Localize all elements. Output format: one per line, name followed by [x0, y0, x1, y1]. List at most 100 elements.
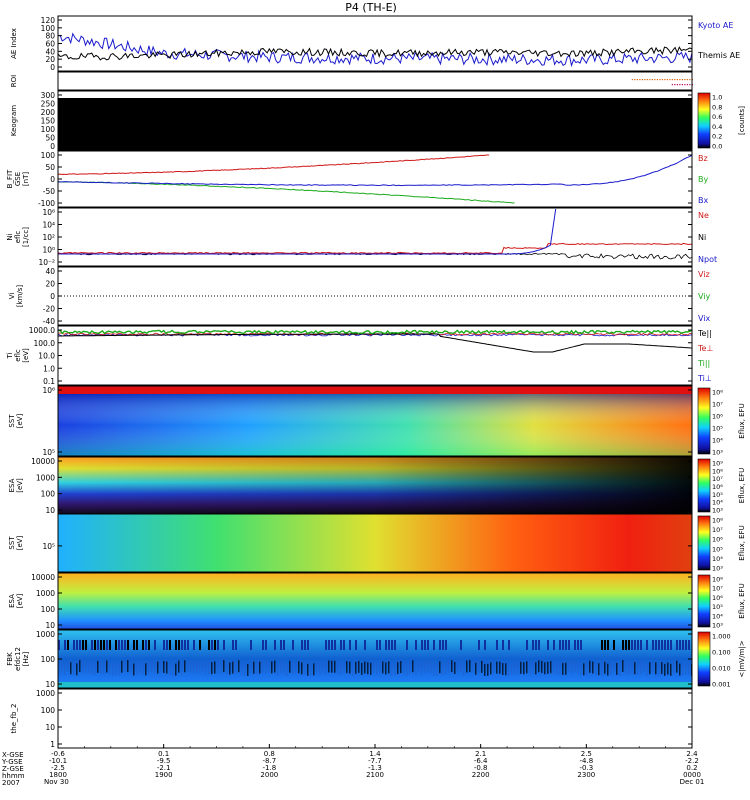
- y-tick-label: 10⁴: [42, 221, 55, 230]
- legend-entry: Vix: [698, 314, 711, 323]
- y-tick-label: 10⁵: [42, 542, 55, 551]
- x-tick-value: -0.3: [579, 764, 593, 772]
- b-by-line: [57, 181, 515, 204]
- panel-density: 10⁶ 10⁴ 10² 10⁰ 10⁻² Ni eflc [1/cc]: [6, 207, 693, 267]
- colorbar-tick: 10⁷: [712, 526, 723, 534]
- x-tick-value: 2000: [260, 771, 278, 779]
- colorbar-tick: 10⁵: [712, 545, 723, 553]
- colorbar-tick: 10³: [712, 507, 723, 515]
- colorbar-fbk: 1.000 0.100 0.010 0.001 <|mV/m|>: [697, 631, 746, 689]
- y-tick-label: 200: [41, 108, 56, 117]
- y-tick-label: 10⁰: [42, 246, 55, 255]
- b-bz-line: [57, 154, 490, 176]
- y-tick-label: -50: [43, 187, 55, 196]
- colorbar-tick: 10⁸: [712, 517, 723, 525]
- colorbar-tick: 0.6: [712, 113, 722, 121]
- y-tick-label: 100: [41, 125, 56, 134]
- x-tick-value: 1800: [49, 771, 67, 779]
- y-tick-label: 1: [50, 740, 55, 749]
- ne-line: [57, 242, 693, 255]
- x-tick-value: 2100: [366, 771, 384, 779]
- roi-marks: [631, 79, 693, 86]
- x-tick-value: 0.2: [686, 764, 697, 772]
- colorbar-sst_e: 10⁸ 10⁷ 10⁶ 10⁵ 10⁴ 10³ Eflux, EFU: [697, 387, 746, 457]
- x-row-label: hhmm: [2, 772, 25, 780]
- x-tick-value: 2.5: [581, 750, 592, 758]
- x-tick-value: -2.5: [51, 764, 65, 772]
- colorbar-tick: 10⁵: [712, 425, 723, 433]
- y-tick-label: 100: [41, 490, 56, 499]
- colorbar-label: Eflux, EFU: [738, 583, 746, 618]
- colorbar-tick: 10³: [712, 622, 723, 630]
- x-tick-value: -6.4: [474, 757, 488, 765]
- y-tick-label: 40: [45, 47, 55, 56]
- legend-entry: Te||: [697, 329, 712, 338]
- colorbar-tick: 10⁷: [712, 401, 723, 409]
- legend-entry: Kyoto AE: [698, 21, 733, 30]
- panel-temp: 1000.0 100.0 10.0 1.0 0.1 Ti eflc [eV]: [6, 325, 693, 386]
- line-traces: [57, 32, 693, 353]
- y-tick-label: 10⁵: [42, 448, 55, 457]
- colorbar-tick: 10⁶: [712, 483, 723, 491]
- y-axis-label: GSE: [14, 172, 22, 186]
- colorbar-tick: 10⁴: [712, 555, 723, 563]
- panel-fbk: 1000 100 10 FBK efdc12 [Hz]: [6, 629, 693, 689]
- colorbar-tick: 10³: [712, 565, 723, 573]
- y-tick-label: 60: [45, 40, 55, 49]
- y-axis-label: eflc: [14, 231, 22, 244]
- colorbar-tick: 0.8: [712, 103, 722, 111]
- y-axis-label: ESA: [8, 478, 16, 492]
- x-tick-value: 0.8: [264, 750, 275, 758]
- y-axis-label: B_FIT: [6, 169, 14, 188]
- y-tick-label: 250: [41, 100, 56, 109]
- y-axis-label: Vi: [8, 293, 16, 300]
- panel-frame: [57, 266, 693, 326]
- colorbar-tick: 10⁹: [712, 460, 723, 468]
- y-axis-label: [eV]: [16, 478, 24, 493]
- x-tick-value: -0.6: [51, 750, 65, 758]
- colorbar-tick: 10⁷: [712, 585, 723, 593]
- x-tick-value: 2.4: [686, 750, 698, 758]
- y-tick-label: 1000: [36, 689, 55, 698]
- y-tick-label: 10⁶: [42, 208, 55, 217]
- y-tick-label: -20: [43, 305, 55, 314]
- y-axis-label: Keogram: [10, 105, 18, 136]
- x-row-label: X-GSE: [2, 751, 24, 759]
- y-tick-label: 100: [41, 24, 56, 33]
- panel-sst_i: 10⁵ SST [eV]: [8, 513, 693, 573]
- panel-frame: [57, 513, 693, 573]
- legend-entry: Ti||: [697, 359, 710, 368]
- end-date-label: Dec 01: [680, 778, 705, 786]
- y-axis-label: [eV]: [16, 593, 24, 608]
- colorbar-label: Eflux, EFU: [738, 403, 746, 438]
- y-tick-label: 120: [41, 16, 56, 25]
- y-tick-label: 50: [45, 163, 55, 172]
- colorbar-tick: 0.0: [712, 143, 722, 151]
- y-tick-label: 0: [50, 175, 55, 184]
- sst-ion-fill: [58, 514, 692, 572]
- y-tick-label: 10: [45, 621, 55, 630]
- y-tick-label: 80: [45, 32, 55, 41]
- x-tick-value: 2200: [472, 771, 490, 779]
- x-row-label: Z-GSE: [2, 765, 24, 773]
- colorbar-tick: 10⁵: [712, 491, 723, 499]
- legend-entry: Ne: [698, 211, 709, 220]
- y-tick-label: 10: [45, 680, 55, 689]
- y-tick-label: 10: [45, 723, 55, 732]
- y-axis-label: SST: [8, 536, 16, 550]
- y-tick-label: 100.0: [34, 339, 56, 348]
- te-perp-line: [57, 332, 693, 336]
- colorbar-tick: 0.2: [712, 133, 722, 141]
- y-axis-label: [1/cc]: [22, 227, 30, 247]
- x-tick-value: -1.3: [368, 764, 382, 772]
- x-tick-value: -0.8: [474, 764, 488, 772]
- y-tick-label: 100: [41, 706, 56, 715]
- y-axis-label: efdc12: [14, 647, 22, 671]
- x-tick-value: 1900: [155, 771, 173, 779]
- legend-entry: Viy: [698, 292, 711, 301]
